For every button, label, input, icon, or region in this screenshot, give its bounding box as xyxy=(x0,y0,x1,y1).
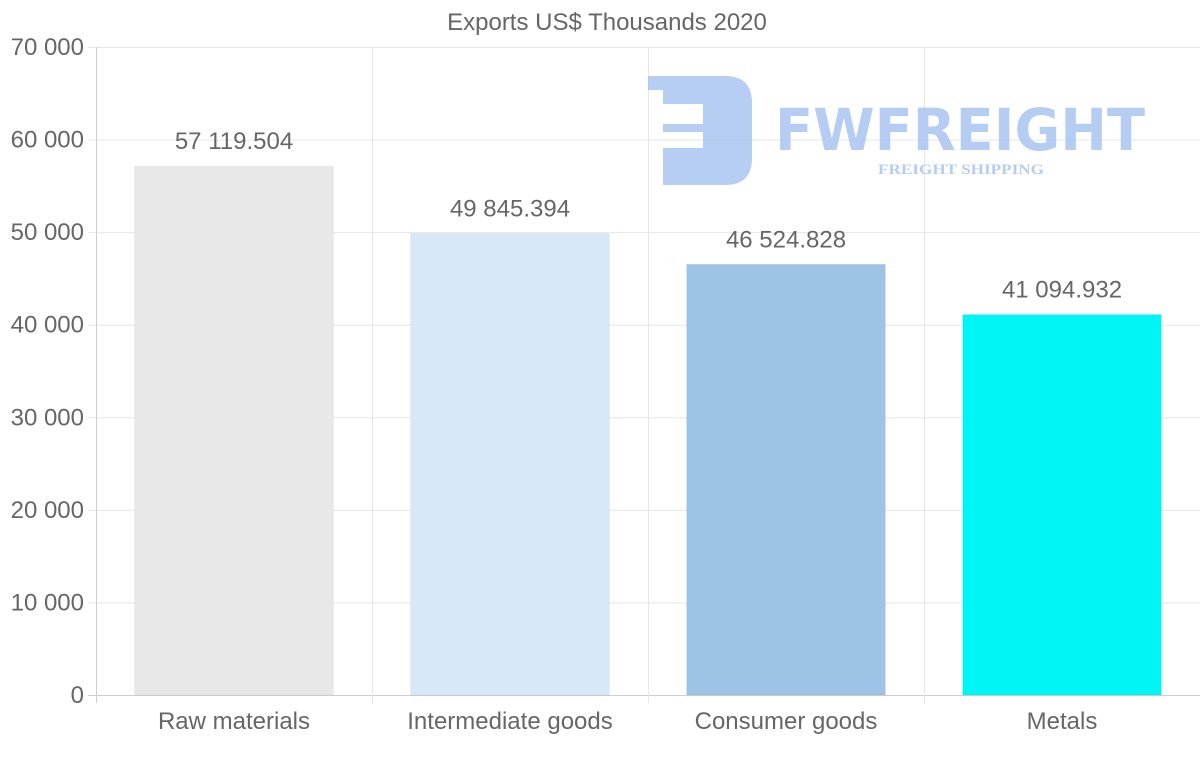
y-axis-ticks: 0 10 000 20 000 30 000 40 000 50 000 60 000 70 … xyxy=(11,34,84,709)
x-axis-ticks: Raw materials Intermediate goods Consumer … xyxy=(158,708,1097,735)
y-tick-label: 20 000 xyxy=(11,497,84,524)
data-label: 41 094.932 xyxy=(1002,277,1122,304)
logo-brand-text: FWFREIGHT xyxy=(775,96,1145,164)
y-tick-label: 10 000 xyxy=(11,589,84,616)
data-labels: 57 119.504 49 845.394 46 524.828 41 094.932 xyxy=(175,128,1122,303)
bar-intermediate-goods xyxy=(410,233,610,696)
logo-mark-icon xyxy=(648,76,752,185)
bar-consumer-goods xyxy=(686,263,886,696)
y-tick-label: 0 xyxy=(71,682,84,709)
fwfreight-watermark-logo: FWFREIGHT FREIGHT SHIPPING xyxy=(648,76,1145,185)
x-tick-label: Intermediate goods xyxy=(407,708,612,735)
chart-title: Exports US$ Thousands 2020 xyxy=(447,9,767,36)
bars xyxy=(134,165,1162,696)
y-tick-label: 70 000 xyxy=(11,34,84,61)
x-tick-label: Consumer goods xyxy=(695,708,878,735)
logo-tagline-text: FREIGHT SHIPPING xyxy=(878,162,1044,178)
bar-raw-materials xyxy=(134,165,334,696)
x-tick-label: Raw materials xyxy=(158,708,310,735)
y-tick-label: 30 000 xyxy=(11,404,84,431)
y-tick-label: 60 000 xyxy=(11,127,84,154)
bar-metals xyxy=(962,314,1162,696)
y-tick-label: 40 000 xyxy=(11,312,84,339)
y-tick-label: 50 000 xyxy=(11,219,84,246)
data-label: 57 119.504 xyxy=(175,128,293,155)
data-label: 49 845.394 xyxy=(450,196,570,223)
data-label: 46 524.828 xyxy=(726,226,846,253)
x-tick-label: Metals xyxy=(1027,708,1098,735)
